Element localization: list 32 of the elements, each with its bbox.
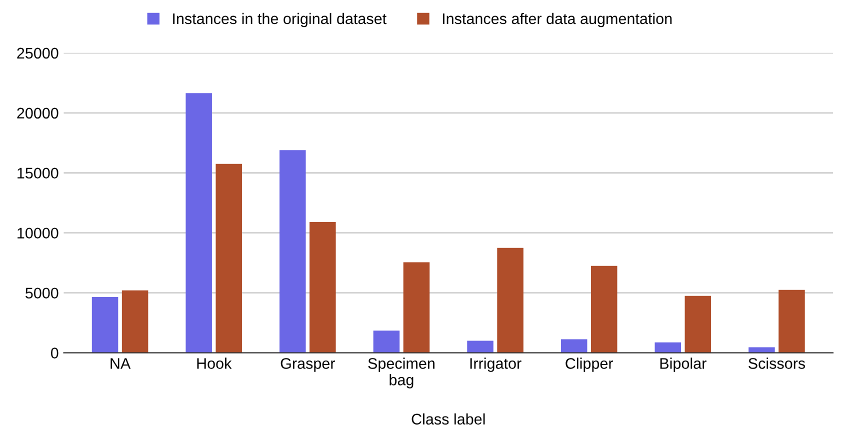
y-tick-label: 25000 [17,48,58,59]
bar [373,330,400,353]
bar [403,262,430,353]
y-tick-label: 20000 [17,108,58,119]
x-tick-label: Scissors [748,358,806,369]
bar [590,266,618,353]
x-tick-label: Specimen bag [368,358,434,388]
bar [654,342,682,353]
x-tick-label: Clipper [566,358,614,372]
bar [92,297,118,353]
bar [684,296,712,353]
y-tick-label: 10000 [18,228,58,239]
bar [467,340,494,353]
legend-label: Instances in the original dataset [173,12,386,28]
x-tick-label: Irrigator [470,358,522,372]
y-tick-label: 15000 [18,168,58,179]
legend-label: Instances after data augmentation [442,12,672,28]
bar [186,93,212,353]
bar [310,222,336,353]
bar [216,164,242,353]
y-tick-label: 0 [50,348,58,358]
bar [122,290,148,353]
bar [497,248,524,353]
x-tick-label: Hook [197,358,232,369]
bar [560,339,588,353]
bar [778,290,805,353]
x-tick-label: Grasper [280,358,335,372]
y-tick-label: 5000 [26,288,58,299]
x-tick-label: Bipolar [660,358,706,372]
x-axis-title: Class label [412,413,485,425]
bar [280,150,306,353]
x-tick-label: NA [110,358,131,369]
